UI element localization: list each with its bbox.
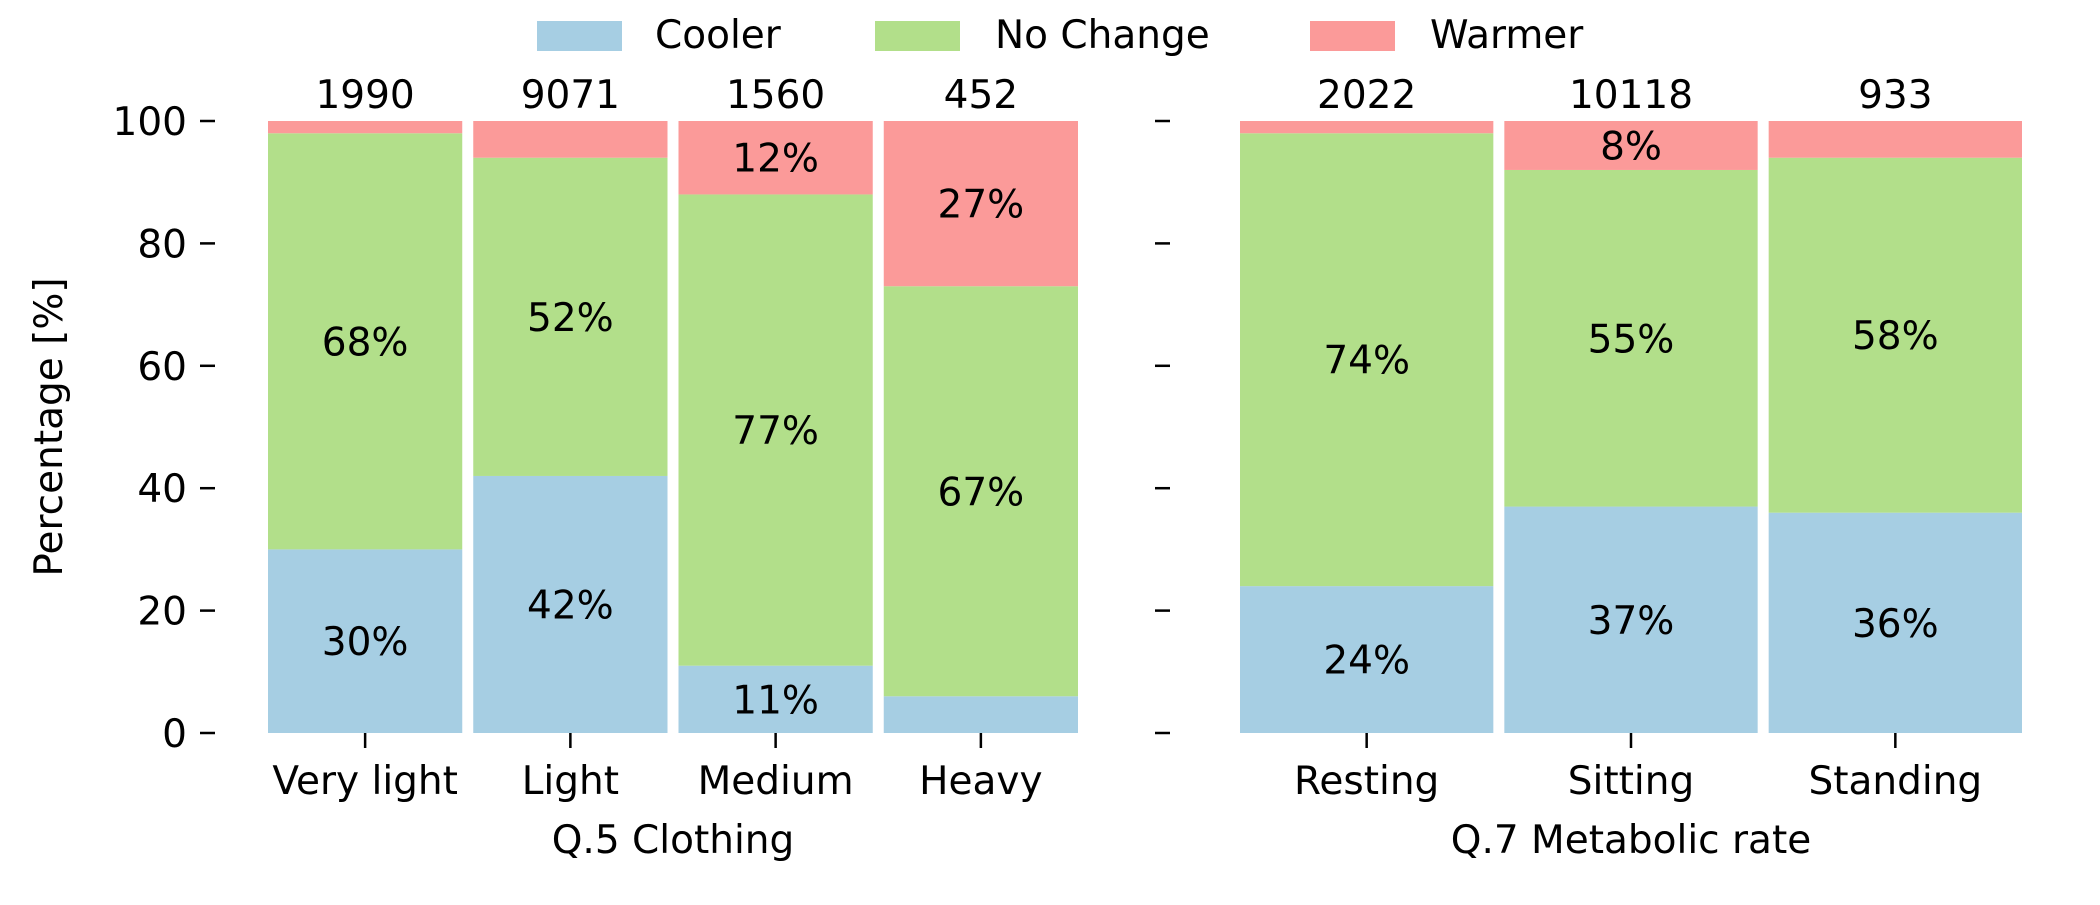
bar-segment-warmer-medium: [678, 121, 873, 195]
bar-segment-cooler-medium: [678, 665, 873, 733]
bar-segment-no-change-heavy: [883, 286, 1078, 697]
data-label-no-change-medium: 77%: [732, 409, 819, 454]
x-tick-label-sitting: Sitting: [1568, 759, 1694, 804]
data-label-no-change-resting: 74%: [1323, 339, 1410, 384]
data-label-warmer-heavy: 27%: [938, 183, 1025, 228]
bar-segment-cooler-standing: [1768, 512, 2022, 733]
x-tick-label-light: Light: [522, 759, 619, 804]
y-tick-label-60: 60: [137, 345, 187, 390]
bar-segment-warmer-light: [473, 121, 668, 158]
x-tick-label-heavy: Heavy: [919, 759, 1042, 804]
data-label-cooler-sitting: 37%: [1588, 599, 1675, 644]
bar-segment-warmer-heavy: [883, 121, 1078, 287]
data-label-warmer-sitting: 8%: [1600, 124, 1662, 169]
bar-segment-cooler-very-light: [268, 549, 463, 733]
data-label-cooler-very-light: 30%: [322, 620, 409, 665]
data-label-no-change-very-light: 68%: [322, 320, 409, 365]
count-label-standing: 933: [1858, 73, 1932, 118]
data-label-cooler-resting: 24%: [1323, 639, 1410, 684]
legend-swatch-no-change: [875, 21, 960, 51]
bar-segment-cooler-sitting: [1504, 506, 1758, 733]
legend-swatch-cooler: [537, 21, 622, 51]
data-label-no-change-standing: 58%: [1852, 314, 1939, 359]
y-tick-label-20: 20: [137, 590, 187, 635]
data-label-cooler-medium: 11%: [732, 678, 819, 723]
data-label-cooler-light: 42%: [527, 583, 614, 628]
bar-segment-no-change-resting: [1240, 133, 1494, 587]
bar-segment-cooler-light: [473, 475, 668, 733]
data-label-warmer-medium: 12%: [732, 137, 819, 182]
bar-segment-cooler-resting: [1240, 586, 1494, 733]
x-tick-label-resting: Resting: [1294, 759, 1439, 804]
bar-segment-no-change-standing: [1768, 157, 2022, 513]
count-label-heavy: 452: [944, 73, 1018, 118]
y-axis-title: Percentage [%]: [27, 277, 72, 576]
legend-swatch-warmer: [1310, 21, 1395, 51]
bar-segment-no-change-light: [473, 157, 668, 476]
y-tick-label-40: 40: [137, 467, 187, 512]
data-label-no-change-heavy: 67%: [938, 470, 1025, 515]
count-label-resting: 2022: [1317, 73, 1416, 118]
y-tick-label-100: 100: [113, 100, 187, 145]
bar-segment-no-change-very-light: [268, 133, 463, 550]
bar-segment-warmer-sitting: [1504, 121, 1758, 170]
bar-segment-no-change-sitting: [1504, 169, 1758, 507]
y-tick-label-80: 80: [137, 222, 187, 267]
count-label-light: 9071: [521, 73, 620, 118]
data-label-cooler-standing: 36%: [1852, 602, 1939, 647]
bar-segment-warmer-very-light: [268, 121, 463, 134]
count-label-sitting: 10118: [1569, 73, 1693, 118]
data-label-no-change-sitting: 55%: [1588, 317, 1675, 362]
x-tick-label-standing: Standing: [1808, 759, 1982, 804]
legend-label-no-change: No Change: [995, 13, 1210, 58]
data-label-no-change-light: 52%: [527, 296, 614, 341]
x-tick-label-medium: Medium: [698, 759, 854, 804]
y-tick-label-0: 0: [162, 712, 187, 757]
bar-segment-warmer-resting: [1240, 121, 1494, 134]
legend-label-cooler: Cooler: [655, 13, 782, 58]
x-tick-label-very-light: Very light: [272, 759, 458, 804]
x-axis-title-panel-1: Q.5 Clothing: [552, 818, 795, 863]
count-label-very-light: 1990: [315, 73, 414, 118]
x-axis-title-panel-2: Q.7 Metabolic rate: [1451, 818, 1811, 863]
bar-segment-cooler-heavy: [883, 696, 1078, 733]
count-label-medium: 1560: [726, 73, 825, 118]
legend-label-warmer: Warmer: [1430, 13, 1584, 58]
bar-segment-no-change-medium: [678, 194, 873, 666]
bar-segment-warmer-standing: [1768, 121, 2022, 158]
